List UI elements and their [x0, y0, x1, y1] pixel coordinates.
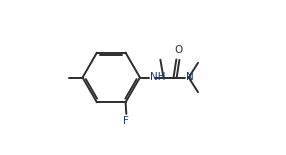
Text: O: O	[174, 45, 182, 55]
Text: F: F	[123, 116, 129, 126]
Text: NH: NH	[150, 73, 166, 82]
Text: N: N	[186, 73, 194, 82]
